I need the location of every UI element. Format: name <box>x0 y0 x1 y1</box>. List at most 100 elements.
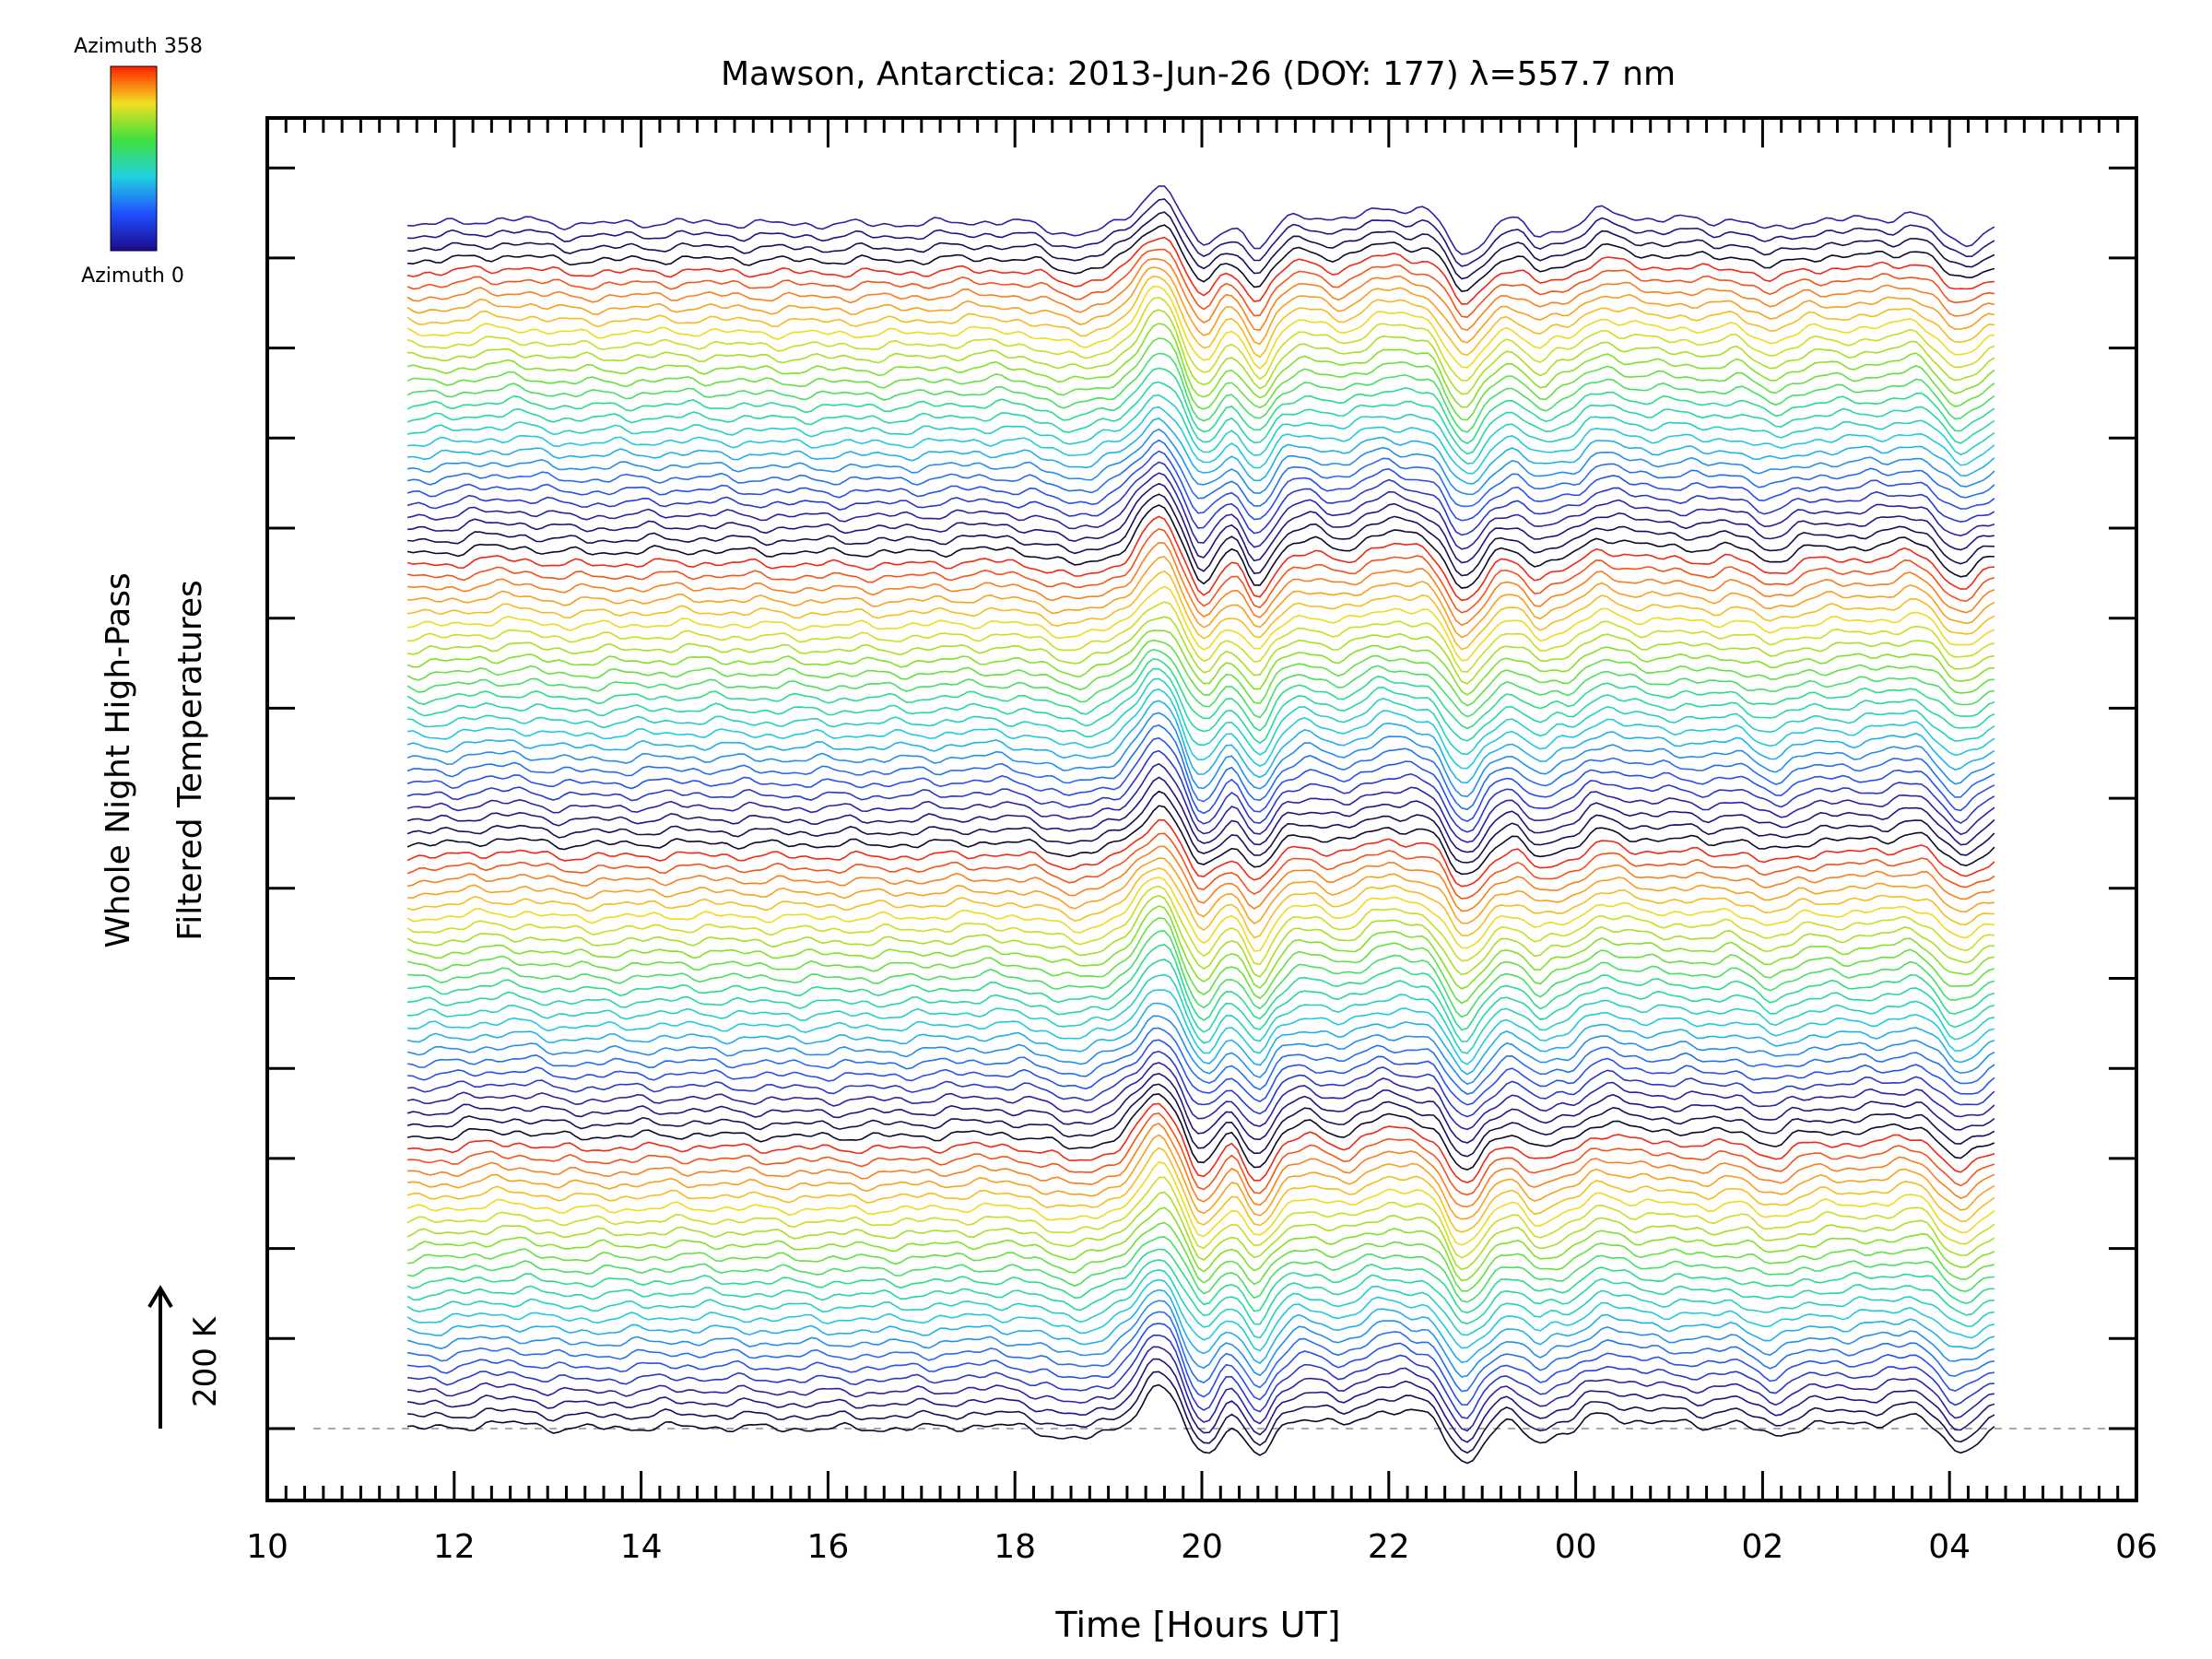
x-tick-labels: 10 12 14 16 18 20 22 00 02 04 06 <box>246 1528 2158 1566</box>
temperature-trace <box>406 776 1995 853</box>
temperature-trace <box>406 1160 1995 1246</box>
temperature-trace <box>406 528 1995 614</box>
temperature-trace <box>406 1206 1995 1282</box>
temperature-scale-bar: 200 K <box>147 1285 224 1429</box>
chart-title: Mawson, Antarctica: 2013-Jun-26 (DOY: 17… <box>721 55 1676 93</box>
temperature-trace <box>406 1002 1995 1076</box>
x-tick-label: 02 <box>1741 1528 1783 1566</box>
temperature-trace <box>406 367 1995 445</box>
temperature-trace <box>406 818 1995 888</box>
temperature-trace <box>406 1015 1995 1086</box>
temperature-trace <box>407 185 1995 255</box>
temperature-trace <box>406 1358 1995 1443</box>
temperature-trace <box>406 1191 1995 1271</box>
temperature-trace <box>407 224 1995 293</box>
temperature-trace <box>406 1236 1994 1303</box>
temperature-trace <box>406 257 1995 332</box>
temperature-trace <box>406 585 1995 662</box>
temperature-trace <box>407 1221 1995 1292</box>
temperature-trace <box>406 296 1995 382</box>
temperature-trace <box>407 493 1994 577</box>
temperature-trace <box>406 450 1995 522</box>
temperature-trace <box>407 601 1995 673</box>
temperature-trace <box>407 1383 1995 1465</box>
temperature-trace <box>407 211 1995 280</box>
x-tick-label: 20 <box>1181 1528 1223 1566</box>
y-axis-label-line1: Whole Night High-Pass <box>100 572 137 948</box>
temperature-trace <box>406 323 1995 408</box>
temperature-trace <box>406 1311 1995 1393</box>
temperature-trace <box>406 1062 1995 1131</box>
x-tick-label: 18 <box>994 1528 1036 1566</box>
temperature-trace <box>406 736 1995 822</box>
temperature-trace <box>406 337 1995 421</box>
temperature-trace <box>406 724 1995 811</box>
temperature-trace <box>407 570 1995 651</box>
scale-bar-label: 200 K <box>187 1315 224 1407</box>
temperature-trace <box>406 1300 1995 1378</box>
temperature-trace <box>406 616 1995 685</box>
temperature-trace <box>406 381 1995 455</box>
temperature-trace <box>406 275 1994 359</box>
azimuth-colorbar: Azimuth 358 Azimuth 0 <box>74 35 203 288</box>
temperature-trace <box>406 762 1995 843</box>
temperature-trace <box>407 959 1995 1042</box>
temperature-trace <box>406 266 1995 346</box>
temperature-trace <box>406 236 1994 305</box>
temperature-trace <box>406 905 1995 990</box>
temperature-trace <box>407 1323 1994 1406</box>
x-tick-label: 10 <box>246 1528 288 1566</box>
temperature-trace <box>407 1102 1995 1183</box>
temperature-trace <box>406 805 1995 876</box>
temperature-traces <box>406 185 1995 1465</box>
temperature-trace <box>407 1123 1995 1208</box>
temperature-trace <box>406 639 1994 707</box>
temperature-trace <box>406 894 1994 978</box>
temperature-trace <box>407 556 1995 639</box>
colorbar-top-label: Azimuth 358 <box>74 35 203 58</box>
temperature-trace <box>406 1259 1994 1325</box>
temperature-trace <box>406 1027 1995 1095</box>
temperature-trace <box>407 1371 1995 1454</box>
temperature-trace <box>406 877 1995 952</box>
colorbar-bottom-label: Azimuth 0 <box>81 265 184 288</box>
temperature-trace <box>407 482 1994 564</box>
temperature-trace <box>406 667 1995 745</box>
temperature-trace <box>407 198 1995 267</box>
temperature-trace <box>407 688 1995 770</box>
temperature-trace <box>406 515 1994 602</box>
temperature-trace <box>406 648 1995 719</box>
temperature-trace <box>406 790 1995 864</box>
temperature-trace <box>406 1093 1995 1171</box>
temperature-trace <box>406 917 1995 1005</box>
temperature-trace <box>406 700 1995 784</box>
axis-ticks <box>265 118 2138 1500</box>
temperature-trace <box>406 749 1995 833</box>
x-tick-label: 16 <box>806 1528 849 1566</box>
x-tick-label: 04 <box>1928 1528 1971 1566</box>
temperature-trace <box>406 1176 1995 1259</box>
temperature-trace <box>407 418 1995 485</box>
temperature-trace <box>407 989 1995 1065</box>
x-axis-label: Time [Hours UT] <box>1054 1605 1340 1645</box>
temperature-trace <box>406 832 1995 900</box>
temperature-trace <box>407 406 1995 475</box>
temperature-trace <box>406 885 1994 966</box>
temperature-trace <box>407 1050 1995 1118</box>
x-tick-label: 12 <box>433 1528 476 1566</box>
temperature-trace <box>406 1083 1995 1158</box>
y-axis-label-line2: Filtered Temperatures <box>171 580 209 941</box>
temperature-trace <box>406 394 1995 465</box>
temperature-trace <box>407 309 1995 395</box>
temperature-trace <box>406 677 1995 756</box>
temperature-trace <box>406 504 1994 589</box>
temperature-trace <box>406 712 1995 798</box>
temperature-trace <box>407 930 1995 1018</box>
temperature-trace <box>407 973 1995 1054</box>
temperature-trace <box>406 1346 1995 1432</box>
colorbar-gradient <box>110 65 158 252</box>
temperature-trace <box>406 472 1995 550</box>
temperature-trace <box>406 867 1994 939</box>
temperature-trace <box>406 845 1995 912</box>
temperature-trace <box>406 1268 1995 1339</box>
